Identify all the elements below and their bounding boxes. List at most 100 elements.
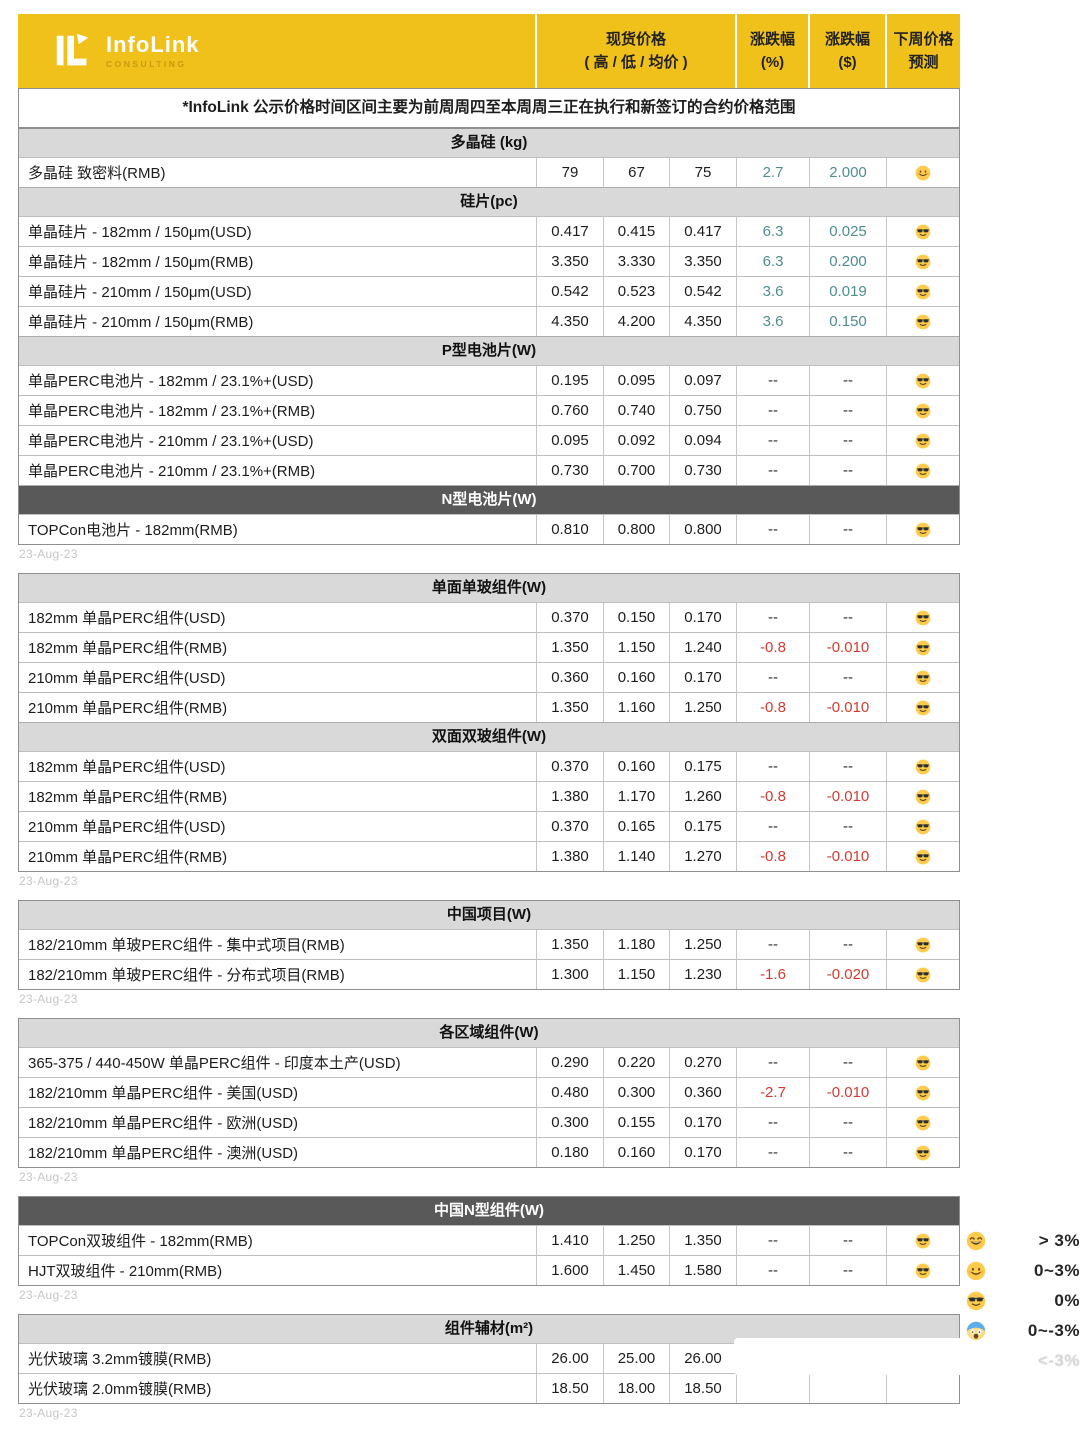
high-price-cell: 1.600: [536, 1256, 603, 1285]
avg-price-cell: 4.350: [669, 307, 736, 336]
product-name-cell: 182mm 单晶PERC组件(USD): [28, 759, 226, 776]
product-name-cell: 182/210mm 单玻PERC组件 - 集中式项目(RMB): [28, 937, 345, 954]
avg-price-cell: 18.50: [669, 1374, 736, 1403]
legend-item: <-3%: [966, 1346, 1080, 1376]
watermark-blob: [734, 1338, 964, 1375]
forecast-cell: [886, 1108, 959, 1137]
change-pct-cell: --: [736, 366, 809, 395]
section-date: 23-Aug-23: [19, 547, 78, 561]
legend-label: 0~3%: [1034, 1261, 1080, 1280]
emoji-sunglasses-icon: [915, 522, 931, 538]
avg-price-cell: 1.240: [669, 633, 736, 662]
emoji-sunglasses-icon: [915, 314, 931, 330]
high-price-cell: 0.095: [536, 426, 603, 455]
column-header-change-usd: 涨跌幅 ($): [808, 14, 885, 88]
change-pct-subtitle: (%): [760, 54, 785, 71]
low-price-cell: 1.160: [603, 693, 669, 722]
low-price-cell: 0.160: [603, 752, 669, 781]
product-name-cell: 210mm 单晶PERC组件(RMB): [28, 849, 228, 866]
high-price-cell: 1.350: [536, 693, 603, 722]
high-price-cell: 1.380: [536, 842, 603, 871]
table-block: 多晶硅 (kg) 多晶硅 致密料(RMB) 79 67 75 2.7 2.000 硅片(pc)…: [18, 128, 960, 545]
emoji-sunglasses-icon: [915, 373, 931, 389]
section-header: P型电池片(W): [19, 336, 959, 365]
table-row: 182/210mm 单晶PERC组件 - 美国(USD) 0.480 0.300 0.…: [19, 1077, 959, 1107]
high-price-cell: 0.760: [536, 396, 603, 425]
emoji-sunglasses-icon: [915, 640, 931, 656]
legend-item: > 3%: [966, 1226, 1080, 1256]
section-date: 23-Aug-23: [19, 1406, 78, 1420]
change-pct-cell: --: [736, 456, 809, 485]
infolink-logo-icon: [52, 29, 96, 73]
change-pct-cell: [736, 1374, 809, 1403]
legend-label: 0~-3%: [1027, 1321, 1080, 1340]
table-row: 210mm 单晶PERC组件(USD) 0.370 0.165 0.175 -- --: [19, 811, 959, 841]
avg-price-cell: 0.542: [669, 277, 736, 306]
change-usd-cell: -0.010: [809, 693, 886, 722]
forecast-cell: [886, 603, 959, 632]
column-header-forecast: 下周价格 预测: [885, 14, 960, 88]
product-name-cell: 182/210mm 单晶PERC组件 - 欧洲(USD): [28, 1115, 299, 1132]
change-usd-cell: --: [809, 515, 886, 544]
section-header: 多晶硅 (kg): [19, 129, 959, 157]
forecast-cell: [886, 247, 959, 276]
forecast-cell: [886, 1226, 959, 1255]
forecast-cell: [886, 663, 959, 692]
change-usd-cell: --: [809, 812, 886, 841]
emoji-sunglasses-icon: [915, 1085, 931, 1101]
change-pct-cell: --: [736, 812, 809, 841]
emoji-sunglasses-icon: [915, 463, 931, 479]
forecast-cell: [886, 782, 959, 811]
high-price-cell: 3.350: [536, 247, 603, 276]
change-usd-cell: -0.010: [809, 633, 886, 662]
forecast-legend: > 3% 0~3% 0% 0~-3% <-3%: [956, 1226, 1080, 1376]
emoji-sunglasses-icon: [915, 849, 931, 865]
product-name-cell: TOPCon电池片 - 182mm(RMB): [28, 522, 238, 539]
low-price-cell: 0.300: [603, 1078, 669, 1107]
change-pct-cell: --: [736, 1256, 809, 1285]
forecast-cell: [886, 1256, 959, 1285]
table-row: 182/210mm 单玻PERC组件 - 集中式项目(RMB) 1.350 1.18…: [19, 929, 959, 959]
forecast-subtitle: 预测: [908, 54, 939, 71]
forecast-cell: [886, 960, 959, 989]
forecast-cell: [886, 515, 959, 544]
change-usd-cell: --: [809, 366, 886, 395]
table-row: 单晶硅片 - 210mm / 150μm(USD) 0.542 0.523 0.542…: [19, 276, 959, 306]
low-price-cell: 1.170: [603, 782, 669, 811]
high-price-cell: 0.300: [536, 1108, 603, 1137]
change-usd-cell: -0.010: [809, 842, 886, 871]
change-usd-cell: 0.200: [809, 247, 886, 276]
table-header: InfoLink CONSULTING 现货价格 ( 高 / 低 / 均价 ) …: [18, 14, 960, 88]
avg-price-cell: 1.580: [669, 1256, 736, 1285]
emoji-sunglasses-icon: [915, 433, 931, 449]
avg-price-cell: 1.260: [669, 782, 736, 811]
change-pct-cell: --: [736, 603, 809, 632]
legend-item: 0%: [966, 1286, 1080, 1316]
table-row: 210mm 单晶PERC组件(RMB) 1.350 1.160 1.250 -0.8 -0…: [19, 692, 959, 722]
change-pct-cell: 6.3: [736, 247, 809, 276]
high-price-cell: 1.410: [536, 1226, 603, 1255]
change-usd-cell: --: [809, 1226, 886, 1255]
avg-price-cell: 0.175: [669, 812, 736, 841]
change-pct-cell: --: [736, 1108, 809, 1137]
change-usd-cell: 0.025: [809, 217, 886, 246]
change-usd-cell: --: [809, 1108, 886, 1137]
avg-price-cell: 0.730: [669, 456, 736, 485]
section-date: 23-Aug-23: [19, 1170, 78, 1184]
forecast-cell: [886, 277, 959, 306]
product-name-cell: 单晶硅片 - 182mm / 150μm(USD): [28, 224, 252, 241]
section-header: 硅片(pc): [19, 187, 959, 216]
emoji-sunglasses-icon: [966, 1291, 986, 1311]
forecast-cell: [886, 633, 959, 662]
product-name-cell: 182mm 单晶PERC组件(USD): [28, 610, 226, 627]
avg-price-cell: 1.250: [669, 930, 736, 959]
product-name-cell: 单晶PERC电池片 - 182mm / 23.1%+(USD): [28, 373, 314, 390]
change-usd-cell: --: [809, 1138, 886, 1167]
avg-price-cell: 0.170: [669, 1138, 736, 1167]
table-row: 多晶硅 致密料(RMB) 79 67 75 2.7 2.000: [19, 157, 959, 187]
emoji-sunglasses-icon: [915, 759, 931, 775]
emoji-sunglasses-icon: [915, 700, 931, 716]
product-name-cell: TOPCon双玻组件 - 182mm(RMB): [28, 1233, 253, 1250]
emoji-hidden-icon: [966, 1351, 986, 1371]
table-block: 单面单玻组件(W) 182mm 单晶PERC组件(USD) 0.370 0.150 0.…: [18, 573, 960, 872]
